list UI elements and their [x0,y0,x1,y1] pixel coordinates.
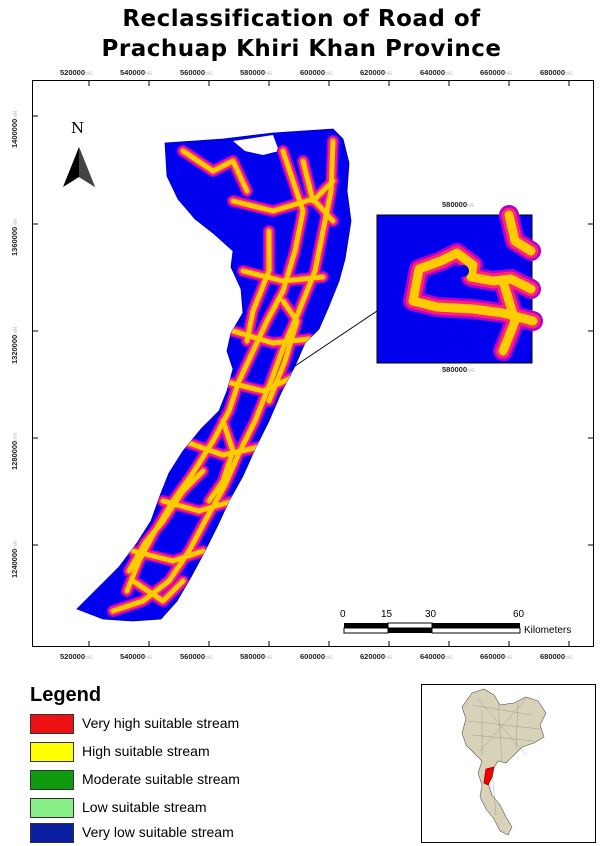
legend-label: Low suitable stream [82,799,207,815]
x-tick-bottom: 660000mE [480,652,513,661]
x-tick-bottom: 520000mE [60,652,93,661]
x-tick-bottom: 620000mE [360,652,393,661]
x-tick-bottom: 560000mE [180,652,213,661]
north-arrow-icon [63,147,95,187]
north-label: N [71,119,84,137]
legend-swatch-very-high [30,714,74,734]
legend-item: Moderate suitable stream [30,770,330,792]
y-tick-left: 1400000mN [10,111,19,148]
scale-label-30: 30 [425,609,436,620]
legend-swatch-moderate [30,770,74,790]
thailand-locator-icon [422,685,595,842]
x-tick-top: 600000mE [300,68,333,77]
y-tick-left: 1240000mN [10,541,19,578]
x-tick-bottom: 540000mE [120,652,153,661]
legend-item: Very high suitable stream [30,714,330,736]
x-tick-top: 680000mE [540,68,573,77]
scale-bar [344,623,520,633]
x-tick-top: 520000mE [60,68,93,77]
zoom-inset-bottom-tick: 580000mE [442,365,475,374]
y-tick-left: 1320000mN [10,327,19,364]
x-tick-bottom: 640000mE [420,652,453,661]
x-tick-bottom: 600000mE [300,652,333,661]
legend-swatch-very-low [30,823,74,843]
scale-label-0: 0 [340,609,346,620]
legend-title: Legend [30,684,101,707]
x-tick-top: 560000mE [180,68,213,77]
legend-label: High suitable stream [82,743,210,759]
x-tick-top: 540000mE [120,68,153,77]
y-tick-left: 1360000mN [10,219,19,256]
legend-label: Very high suitable stream [82,715,239,731]
legend-item: Low suitable stream [30,798,330,820]
y-tick-left: 1280000mN [10,433,19,470]
legend-swatch-high [30,742,74,762]
map-title-line1: Reclassification of Road of [0,6,603,32]
map-title-line2: Prachuap Khiri Khan Province [0,36,603,62]
legend-item: Very low suitable stream [30,823,330,845]
locator-map [421,684,596,843]
scale-label-15: 15 [381,609,392,620]
map-frame: N 580000mE 580000mE 0 15 30 60 Kilometer… [32,80,594,647]
x-tick-bottom: 580000mE [240,652,273,661]
zoom-inset [377,215,533,363]
scale-unit: Kilometers [524,625,571,636]
legend-item: High suitable stream [30,742,330,764]
legend-label: Moderate suitable stream [82,771,240,787]
legend-label: Very low suitable stream [82,824,234,840]
x-tick-top: 660000mE [480,68,513,77]
legend-swatch-low [30,798,74,818]
x-tick-top: 620000mE [360,68,393,77]
x-tick-bottom: 680000mE [540,652,573,661]
x-tick-top: 580000mE [240,68,273,77]
map-canvas [33,81,593,646]
zoom-inset-top-tick: 580000mE [442,200,475,209]
x-tick-top: 640000mE [420,68,453,77]
scale-label-60: 60 [513,609,524,620]
